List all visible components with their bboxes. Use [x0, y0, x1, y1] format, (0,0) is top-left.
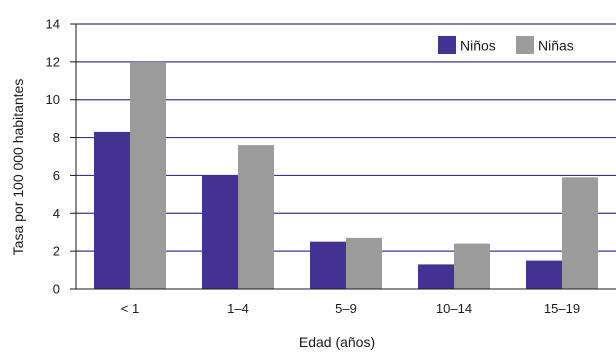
y-tick-label: 2 [53, 244, 60, 259]
bar-ninas [238, 145, 274, 289]
y-tick-label: 10 [46, 92, 60, 107]
y-tick-label: 6 [53, 168, 60, 183]
y-tick-label: 0 [53, 282, 60, 297]
axes [70, 23, 616, 290]
bar-ninos [202, 175, 238, 289]
legend-label-ninos: Niños [460, 38, 496, 54]
x-tick-label: < 1 [121, 301, 139, 316]
y-tick-labels: 0 2 4 6 8 10 12 14 [46, 17, 60, 297]
y-tick-label: 4 [53, 206, 60, 221]
bar-ninos [310, 241, 346, 289]
bar-ninos [418, 264, 454, 289]
y-tick-label: 8 [53, 130, 60, 145]
bar-ninos [526, 260, 562, 289]
legend: Niños Niñas [438, 36, 574, 54]
bar-ninas [346, 237, 382, 289]
y-tick-label: 12 [46, 54, 60, 69]
y-axis-title: Tasa por 100 000 habitantes [10, 79, 26, 256]
bars [94, 61, 598, 289]
x-tick-label: 10–14 [436, 301, 472, 316]
x-tick-labels: < 1 1–4 5–9 10–14 15–19 [121, 301, 580, 316]
legend-label-ninas: Niñas [538, 38, 574, 54]
y-tick-label: 14 [46, 17, 60, 32]
legend-swatch-ninas [516, 36, 534, 54]
x-tick-label: 15–19 [544, 301, 580, 316]
bar-ninas [562, 177, 598, 289]
bar-ninos [94, 131, 130, 289]
bar-ninas [130, 61, 166, 289]
x-tick-label: 1–4 [227, 301, 249, 316]
legend-swatch-ninos [438, 36, 456, 54]
x-axis-title: Edad (años) [299, 334, 375, 350]
bar-ninas [454, 243, 490, 289]
x-tick-label: 5–9 [335, 301, 357, 316]
